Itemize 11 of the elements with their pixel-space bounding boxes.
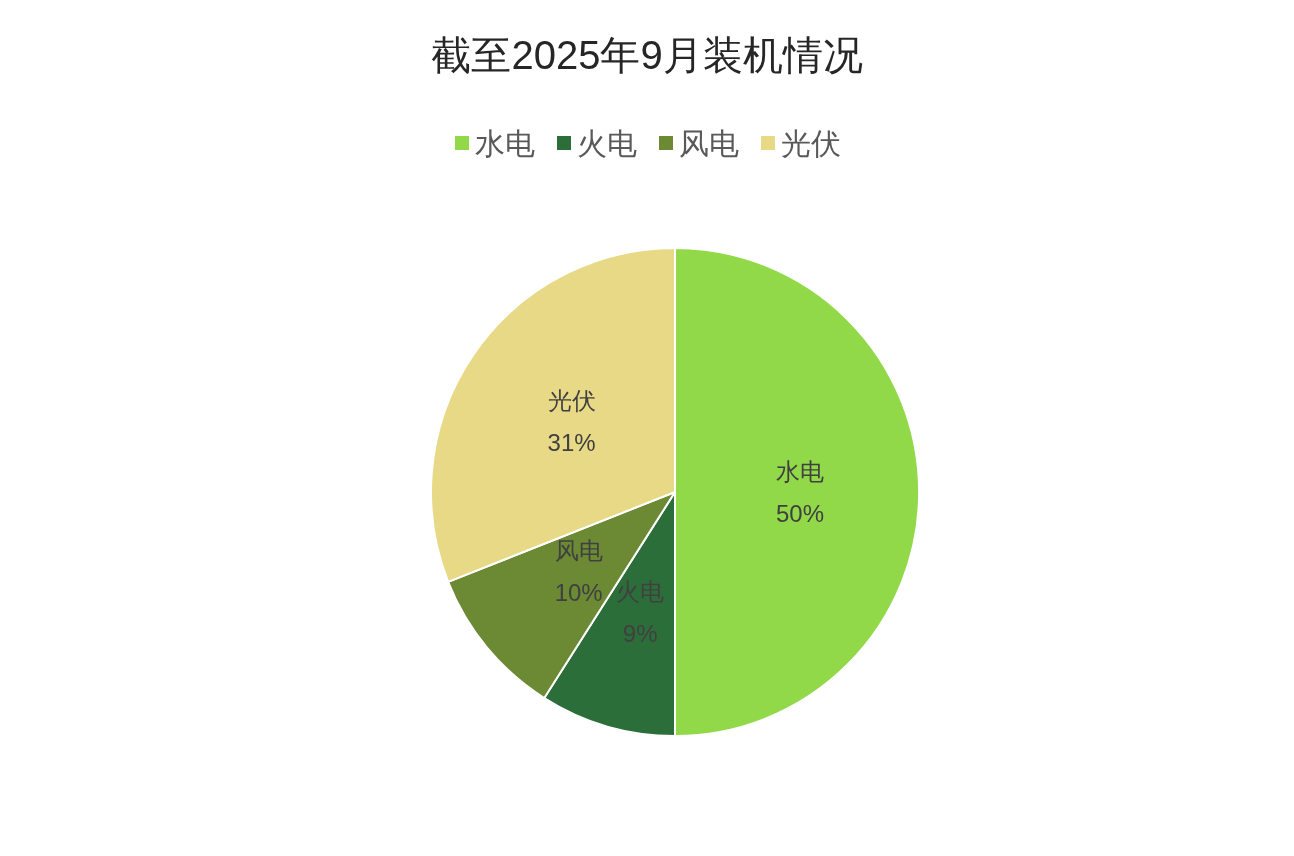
- legend-label: 光伏: [781, 126, 841, 160]
- legend-label: 水电: [475, 126, 535, 160]
- slice-label: 风电: [554, 537, 603, 565]
- data-label: 50%: [775, 499, 825, 527]
- slice-label: 光伏: [547, 387, 596, 415]
- chart-title: 截至2025年9月装机情况: [431, 33, 863, 77]
- slice-label: 水电: [776, 457, 824, 485]
- data-label: 10%: [554, 579, 603, 607]
- legend-label: 风电: [679, 126, 739, 160]
- data-label: 31%: [547, 429, 596, 457]
- legend-label: 火电: [577, 126, 637, 160]
